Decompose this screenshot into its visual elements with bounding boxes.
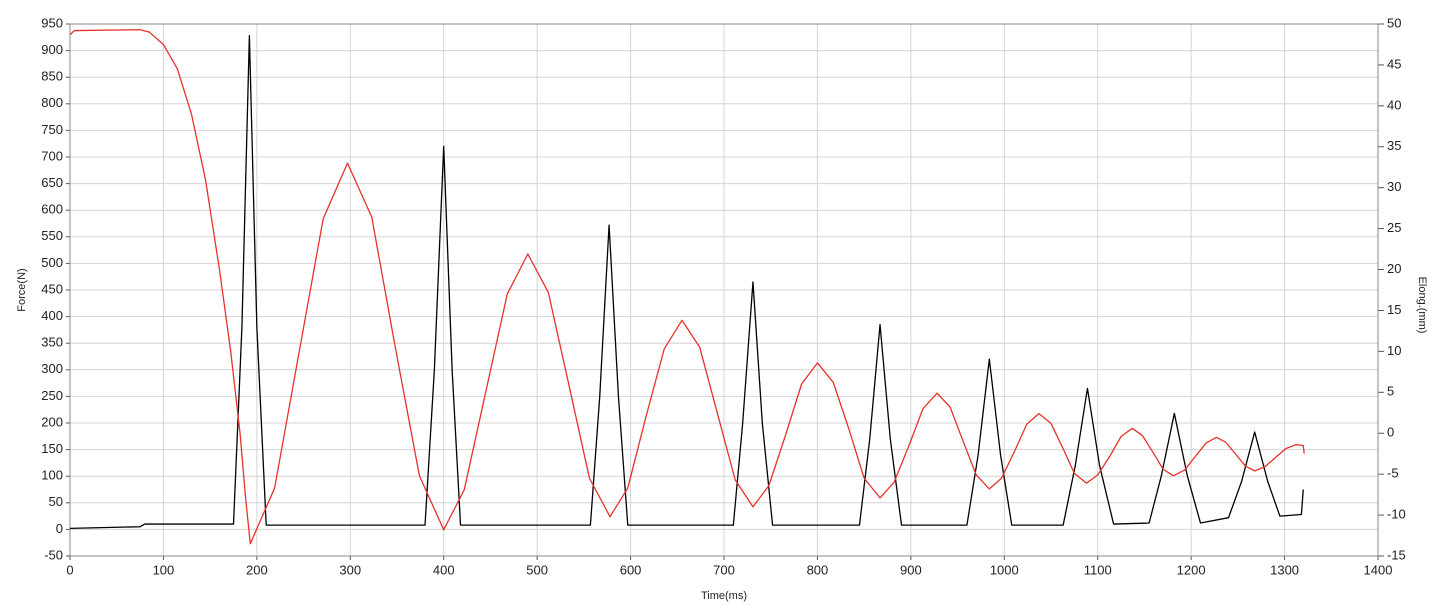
plot-frame [69, 23, 1379, 557]
x-axis-title: Time(ms) [701, 590, 747, 602]
x-tick-label: 1300 [1270, 562, 1299, 577]
y2-tick-label: 0 [1387, 425, 1394, 440]
x-tick-label: 600 [620, 562, 642, 577]
x-tick-label: 500 [526, 562, 548, 577]
y-tick-label: 0 [56, 521, 63, 536]
y2-tick-label: 50 [1387, 15, 1401, 30]
y-tick-label: 150 [41, 441, 63, 456]
y-tick-label: 800 [41, 95, 63, 110]
y-tick-label: 400 [41, 308, 63, 323]
y-tick-label: 450 [41, 281, 63, 296]
y2-tick-label: -15 [1387, 547, 1406, 562]
x-tick-label: 700 [713, 562, 735, 577]
y2-tick-label: 15 [1387, 302, 1401, 317]
x-tick-label: 900 [900, 562, 922, 577]
y-axis-title: Force(N) [16, 268, 28, 311]
x-tick-label: 0 [66, 562, 73, 577]
y-tick-label: 50 [49, 494, 63, 509]
x-tick-label: 400 [433, 562, 455, 577]
y-tick-label: 200 [41, 414, 63, 429]
line-series [69, 29, 1305, 545]
x-tick-label: 200 [246, 562, 268, 577]
x-tick-label: 1000 [990, 562, 1019, 577]
y2-tick-label: 25 [1387, 220, 1401, 235]
y-tick-label: 900 [41, 42, 63, 57]
x-tick-label: 1100 [1084, 562, 1112, 577]
y-tick-label: 850 [41, 69, 63, 84]
y2-tick-label: 5 [1387, 384, 1394, 399]
y2-axis-title: Elong.(mm) [1416, 277, 1428, 334]
y2-tick-label: 20 [1387, 261, 1401, 276]
x-tick-label: 800 [807, 562, 829, 577]
y-tick-label: 600 [41, 202, 63, 217]
y-tick-label: 100 [41, 468, 63, 483]
y-tick-label: 750 [41, 122, 63, 137]
y2-tick-label: 30 [1387, 179, 1401, 194]
x-tick-label: 100 [153, 562, 175, 577]
y-tick-label: 700 [41, 148, 63, 163]
y-tick-label: -50 [44, 547, 63, 562]
line-series [69, 35, 1304, 529]
y-tick-label: 300 [41, 361, 63, 376]
y2-tick-label: 40 [1387, 97, 1401, 112]
y-tick-label: 350 [41, 335, 63, 350]
y-tick-label: 550 [41, 228, 63, 243]
x-tick-label: 1200 [1177, 562, 1206, 577]
x-tick-label: 300 [339, 562, 361, 577]
y2-tick-label: 45 [1387, 56, 1401, 71]
y2-tick-label: -10 [1387, 507, 1406, 522]
y-tick-label: 650 [41, 175, 63, 190]
y-tick-label: 950 [41, 15, 63, 30]
y-tick-label: 250 [41, 388, 63, 403]
y2-tick-label: -5 [1387, 466, 1399, 481]
x-tick-label: 1400 [1364, 562, 1393, 577]
y2-tick-label: 35 [1387, 138, 1401, 153]
y-tick-label: 500 [41, 255, 63, 270]
y2-tick-label: 10 [1387, 343, 1401, 358]
